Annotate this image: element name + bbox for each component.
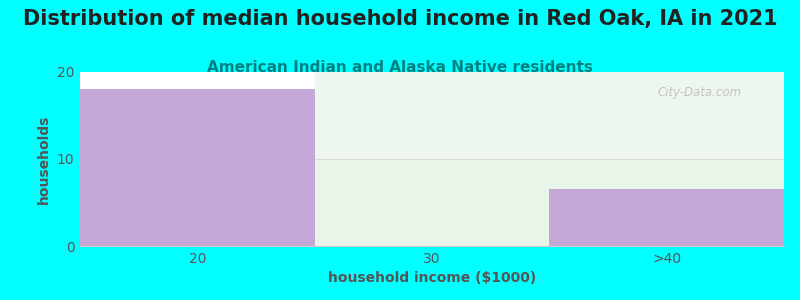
Text: City-Data.com: City-Data.com (658, 86, 742, 99)
Bar (314, 72, 784, 246)
X-axis label: household income ($1000): household income ($1000) (328, 271, 536, 285)
Y-axis label: households: households (38, 114, 51, 204)
Text: American Indian and Alaska Native residents: American Indian and Alaska Native reside… (207, 60, 593, 75)
Bar (80, 89, 314, 246)
Bar (550, 190, 784, 246)
Text: Distribution of median household income in Red Oak, IA in 2021: Distribution of median household income … (22, 9, 778, 29)
Bar (314, 72, 784, 159)
